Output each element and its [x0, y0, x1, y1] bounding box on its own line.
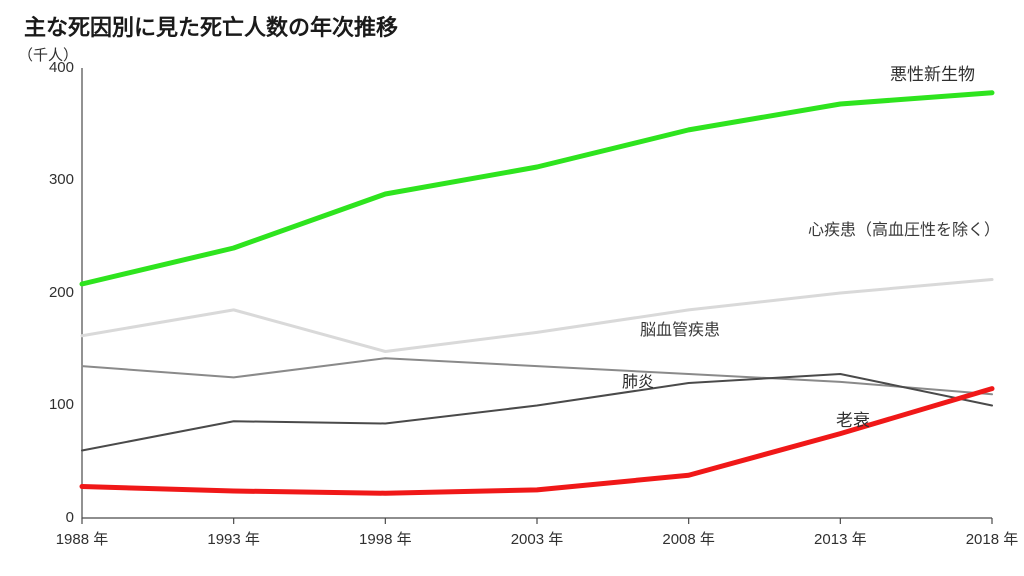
- chart-plot: [0, 0, 1024, 576]
- x-tick-label: 1988 年: [42, 528, 122, 549]
- x-tick-label: 2013 年: [800, 528, 880, 549]
- y-tick-label: 100: [24, 396, 74, 413]
- y-tick-label: 0: [24, 509, 74, 526]
- series-label-肺炎: 肺炎: [622, 368, 654, 392]
- x-tick-label: 2008 年: [649, 528, 729, 549]
- series-label-悪性新生物: 悪性新生物: [890, 60, 975, 85]
- series-label-老衰: 老衰: [836, 406, 870, 431]
- y-tick-label: 200: [24, 284, 74, 301]
- x-tick-label: 1998 年: [345, 528, 425, 549]
- y-tick-label: 400: [24, 59, 74, 76]
- series-label-脳血管疾患: 脳血管疾患: [640, 316, 720, 340]
- y-tick-label: 300: [24, 171, 74, 188]
- series-label-心疾患（高血圧性を除く）: 心疾患（高血圧性を除く）: [808, 216, 1000, 240]
- x-tick-label: 1993 年: [194, 528, 274, 549]
- x-tick-label: 2003 年: [497, 528, 577, 549]
- x-tick-label: 2018 年: [952, 528, 1024, 549]
